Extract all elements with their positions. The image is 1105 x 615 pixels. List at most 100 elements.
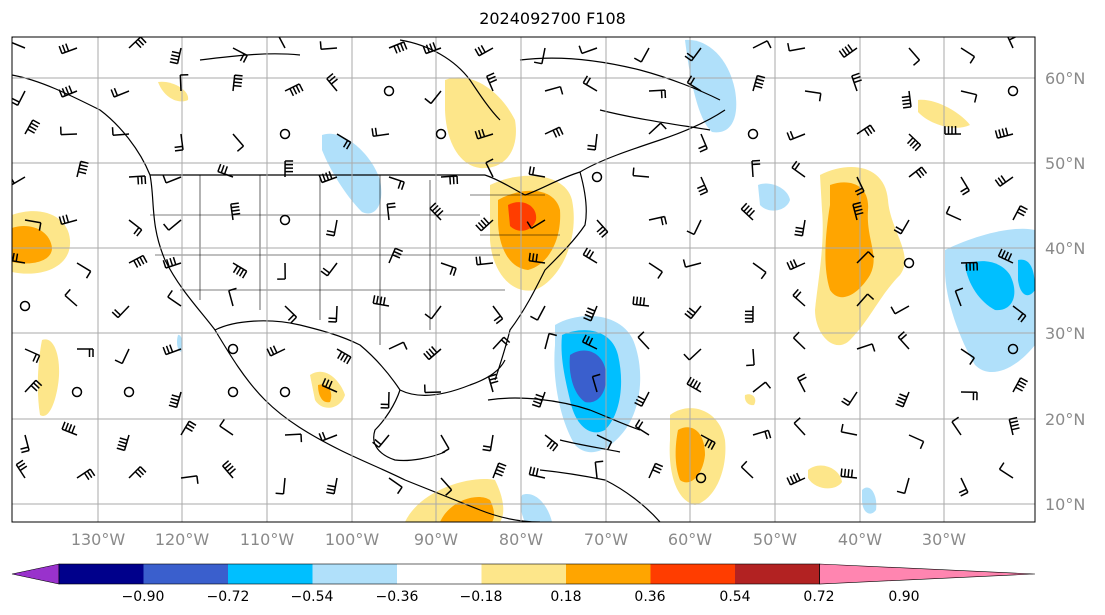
calm-circle [1007,343,1019,355]
wind-barb [744,305,754,323]
calm-circle [227,343,239,355]
colorbar-tick-label: 0.90 [888,589,919,605]
wind-barb [326,73,338,92]
wind-barb [856,343,876,352]
lat-label: 30°N [1045,324,1085,343]
wind-barb [632,167,650,178]
wind-barb [908,434,925,450]
colorbar-tick-label: 0.54 [719,589,750,605]
wind-barb [440,434,450,454]
wind-barb [423,346,442,361]
wind-barb [336,348,352,365]
wind-barb [284,305,298,324]
wind-barb [637,331,650,350]
wind-barb [58,85,78,98]
wind-barb [179,73,189,92]
plot-frame [11,36,1036,523]
coastlines [12,39,726,522]
colorbar-tick-label: −0.90 [122,589,165,605]
wind-barb [851,72,862,92]
calm-circle [591,171,603,183]
wind-barb [222,460,236,479]
wind-barb [856,293,875,307]
wind-barb [58,214,78,226]
wind-barb [840,423,858,436]
calm-circle [123,386,135,398]
wind-barb [111,305,130,319]
wind-barb [24,219,42,231]
colorbar-tick-label: −0.54 [291,589,334,605]
wind-barb [792,288,806,307]
wind-barb [319,41,338,51]
wind-barb [128,175,147,185]
wind-barb [24,348,41,364]
wind-barb [944,125,962,135]
calm-circle [747,128,759,140]
colorbar-tick-label: −0.72 [207,589,250,605]
wind-barb [1008,416,1020,436]
wind-barb [684,305,702,320]
wind-barb [526,219,546,230]
wind-barb [901,90,912,109]
wind-barb [1012,205,1028,221]
wind-barb [856,124,876,137]
wind-barb [423,384,442,394]
wind-barb [794,219,806,237]
wind-barb [440,262,457,277]
wind-barb [278,37,286,49]
wind-barb [328,305,338,323]
wind-barb [116,434,130,452]
wind-barb [752,40,772,49]
wind-barb [12,37,26,49]
wind-barb [77,348,94,357]
wind-barb [388,176,405,190]
wind-barb [994,127,1014,139]
wind-barb [12,252,26,264]
wind-barb [696,176,709,196]
wind-barb [786,472,806,486]
wind-barb [59,126,78,136]
wind-barb [128,219,143,237]
wind-barb [440,477,453,496]
wind-barb [58,43,78,55]
calm-circle [279,214,291,226]
wind-barb [1012,377,1028,393]
lon-label: 40°W [838,530,882,549]
wind-barb [180,420,197,436]
wind-barb [544,332,557,350]
wind-barb [474,45,494,57]
wind-barb [528,166,546,178]
wind-barb [474,128,494,140]
wind-barb [440,175,459,185]
lon-label: 50°W [753,530,797,549]
wind-barb [581,334,598,350]
wind-barb [960,348,975,366]
calm-circle [435,128,447,140]
wind-barb [64,288,78,307]
wind-barb [167,289,182,307]
wind-barb [162,344,182,356]
wind-barb [266,345,286,357]
calm-circle [279,386,291,398]
wind-barb [751,159,761,178]
wind-barb [841,391,858,407]
colorbar-extend-high [819,563,1036,585]
wind-barb [320,262,338,277]
wind-barb [284,83,304,97]
wind-barb [318,431,338,442]
colorbar-extend-low [11,563,60,585]
wind-barb [284,433,303,443]
wind-barb [232,262,248,279]
wind-barb [596,434,613,450]
wind-barb [958,477,969,497]
longitude-labels: 130°W 120°W 110°W 100°W 90°W 80°W 70°W 6… [71,530,966,549]
wind-barb [530,305,546,321]
wind-barb [492,462,507,479]
wind-barb [533,47,546,65]
colorbar [11,563,1036,585]
wind-barb [232,74,243,92]
wind-barb [648,262,663,279]
wind-barb [284,160,294,178]
wind-barb [528,252,546,264]
wind-barb [854,176,865,196]
